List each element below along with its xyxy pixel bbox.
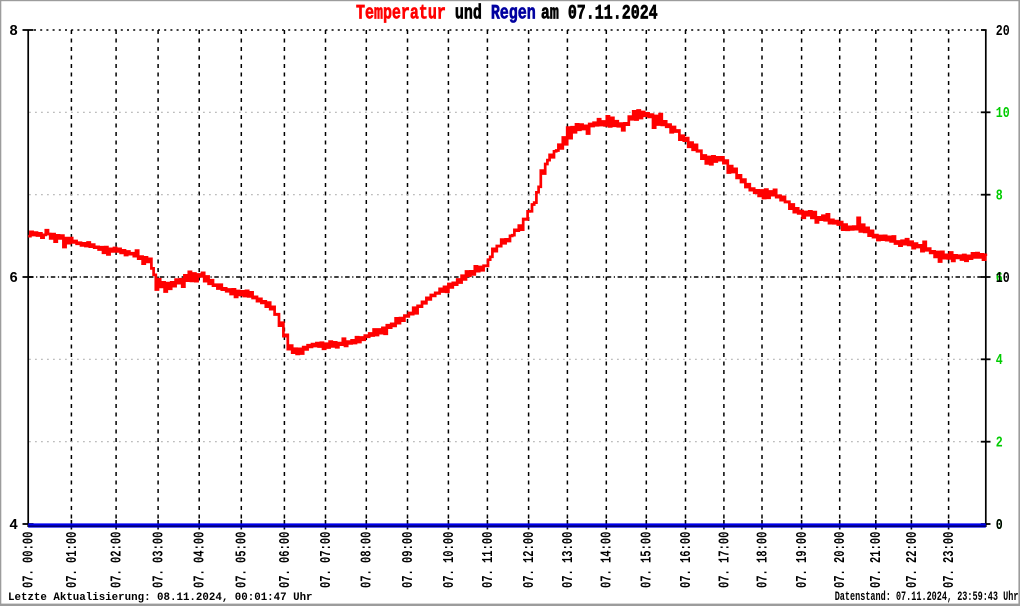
svg-text:Temperatur: Temperatur — [356, 2, 446, 25]
svg-text:0: 0 — [996, 517, 1003, 534]
svg-text:07. 07:00: 07. 07:00 — [317, 532, 334, 588]
svg-text:07. 14:00: 07. 14:00 — [598, 532, 615, 588]
svg-text:10: 10 — [996, 270, 1010, 287]
svg-text:07. 21:00: 07. 21:00 — [868, 532, 885, 588]
svg-text:07. 16:00: 07. 16:00 — [677, 532, 694, 588]
svg-text:4: 4 — [9, 518, 18, 534]
svg-text:07. 19:00: 07. 19:00 — [793, 532, 810, 588]
svg-text:07. 02:00: 07. 02:00 — [108, 532, 125, 588]
svg-text:07. 23:00: 07. 23:00 — [940, 532, 957, 588]
svg-text:07. 22:00: 07. 22:00 — [903, 532, 920, 588]
svg-text:07. 18:00: 07. 18:00 — [754, 532, 771, 588]
svg-text:07. 20:00: 07. 20:00 — [831, 532, 848, 588]
svg-text:am 07.11.2024: am 07.11.2024 — [541, 2, 658, 25]
svg-text:07. 05:00: 07. 05:00 — [233, 532, 250, 588]
svg-text:07. 08:00: 07. 08:00 — [358, 532, 375, 588]
svg-text:07. 09:00: 07. 09:00 — [399, 532, 416, 588]
svg-text:4: 4 — [996, 352, 1003, 369]
svg-text:07. 12:00: 07. 12:00 — [520, 532, 537, 588]
svg-text:07. 13:00: 07. 13:00 — [559, 532, 576, 588]
svg-text:Regen: Regen — [491, 2, 536, 25]
svg-text:07. 04:00: 07. 04:00 — [191, 532, 208, 588]
svg-text:8: 8 — [9, 24, 18, 40]
svg-text:20: 20 — [996, 23, 1010, 40]
svg-text:07. 03:00: 07. 03:00 — [150, 532, 167, 588]
svg-text:Datenstand: 07.11.2024, 23:59:: Datenstand: 07.11.2024, 23:59:43 Uhr — [835, 591, 1019, 605]
svg-text:07. 06:00: 07. 06:00 — [276, 532, 293, 588]
svg-text:und: und — [455, 2, 482, 25]
svg-text:8: 8 — [996, 187, 1003, 204]
svg-text:10: 10 — [996, 105, 1010, 122]
svg-text:07. 01:00: 07. 01:00 — [63, 532, 80, 588]
svg-text:07. 11:00: 07. 11:00 — [479, 532, 496, 588]
svg-text:07. 17:00: 07. 17:00 — [716, 532, 733, 588]
svg-text:Letzte Aktualisierung: 08.11.2: Letzte Aktualisierung: 08.11.2024, 00:01… — [8, 592, 313, 604]
svg-text:07. 00:00: 07. 00:00 — [20, 532, 37, 588]
svg-text:6: 6 — [996, 270, 1003, 287]
svg-text:0: 0 — [996, 517, 1003, 534]
svg-text:07. 15:00: 07. 15:00 — [638, 532, 655, 588]
svg-text:07. 10:00: 07. 10:00 — [440, 532, 457, 588]
svg-text:6: 6 — [9, 271, 18, 287]
svg-text:2: 2 — [996, 434, 1003, 451]
